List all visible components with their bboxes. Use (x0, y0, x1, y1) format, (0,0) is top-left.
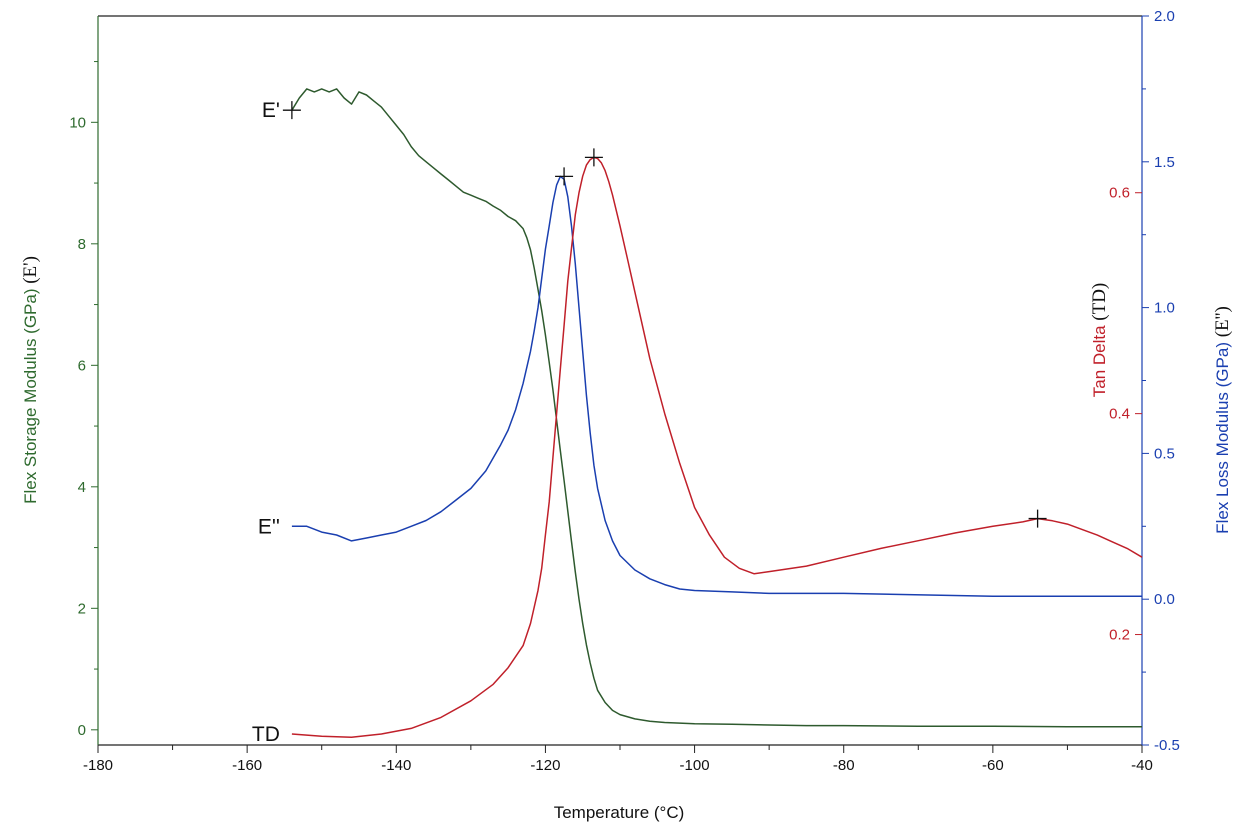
y-left-tick-label: 0 (78, 722, 86, 739)
series-layer (291, 88, 1143, 739)
y-tan-title-text: Tan Delta (TD) (1089, 283, 1110, 398)
peak-markers (282, 101, 1047, 528)
inline-label: E'' (258, 515, 280, 538)
y-right-loss-tick-label: 1.0 (1154, 300, 1175, 317)
x-tick-label: -180 (83, 757, 113, 774)
peak-marker (282, 101, 301, 120)
peak-marker (584, 148, 603, 167)
x-axis-title: Temperature (°C) (554, 803, 685, 822)
y-left-tick-label: 4 (78, 479, 86, 496)
x-tick-label: -120 (530, 757, 560, 774)
series-line-Ep (291, 88, 1142, 728)
y-left-title-label: Flex Storage Modulus (GPa) (21, 284, 40, 504)
inline-label: TD (252, 723, 280, 746)
peak-marker (1028, 509, 1047, 528)
x-tick-label: -80 (833, 757, 855, 774)
y-right-loss-tick-label: 0.0 (1154, 591, 1175, 608)
y-left-tick-label: 6 (78, 357, 86, 374)
y-right-loss-title: Flex Loss Modulus (GPa) (E'') (1212, 306, 1233, 534)
y-right-loss-tick-label: -0.5 (1154, 737, 1180, 754)
x-tick-label: -140 (381, 757, 411, 774)
y-tan-tick-label: 0.4 (1109, 406, 1130, 423)
inline-label: E' (262, 99, 280, 122)
y-left-tick-label: 10 (69, 114, 86, 131)
y-left-title-symbol: (E') (20, 256, 41, 284)
y-right-loss-tick-label: 2.0 (1154, 8, 1175, 25)
y-left-title: Flex Storage Modulus (GPa) (E') (20, 256, 41, 504)
y-right-loss-tick-label: 0.5 (1154, 445, 1175, 462)
y-left-tick-label: 2 (78, 600, 86, 617)
x-tick-label: -160 (232, 757, 262, 774)
y-tan-title-symbol: (TD) (1089, 283, 1110, 321)
x-tick-label: -40 (1131, 757, 1153, 774)
y-tan-tick-label: 0.2 (1109, 627, 1130, 644)
axes: -180 -160 -140 -120 -100 -80 -60 -40 0 2 4 6 8 10 -0.5… (20, 8, 1233, 774)
series-line-TD (291, 156, 1143, 739)
y-right-loss-title-text: Flex Loss Modulus (GPa) (E'') (1212, 306, 1233, 534)
y-left-title-text: Flex Storage Modulus (GPa) (E') (20, 256, 41, 504)
y-tan-title-label: Tan Delta (1090, 321, 1109, 398)
y-right-loss-tick-label: 1.5 (1154, 154, 1175, 171)
y-tan-title: Tan Delta (TD) (1089, 283, 1110, 398)
x-tick-label: -100 (680, 757, 710, 774)
y-right-loss-title-symbol: (E'') (1212, 306, 1233, 337)
inline-labels: E' E'' TD (252, 99, 280, 746)
peak-marker (555, 167, 574, 186)
y-left-tick-label: 8 (78, 236, 86, 253)
y-tan-tick-label: 0.6 (1109, 185, 1130, 202)
y-right-loss-title-label: Flex Loss Modulus (GPa) (1213, 337, 1232, 534)
series-line-Epp (291, 175, 1142, 598)
x-tick-label: -60 (982, 757, 1004, 774)
